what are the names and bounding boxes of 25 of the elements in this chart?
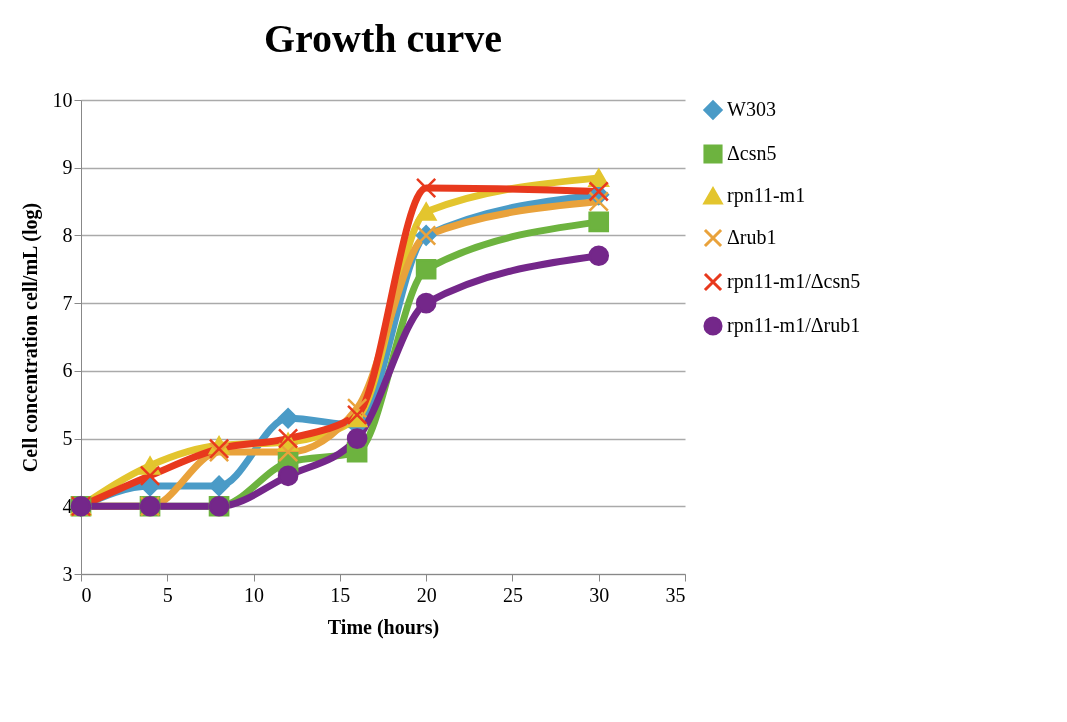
legend-label: rpn11-m1/Δcsn5 <box>727 270 861 293</box>
x-tick-label: 5 <box>162 583 173 606</box>
x-tick-label: 30 <box>589 583 610 606</box>
chart-title: Growth curve <box>263 16 503 61</box>
y-tick-label: 9 <box>62 156 73 179</box>
y-tick-label: 5 <box>62 427 73 450</box>
x-axis-title: Time (hours) <box>327 615 440 639</box>
y-tick-label: 4 <box>62 494 73 517</box>
y-tick-label: 6 <box>62 359 73 382</box>
x-tick-label: 25 <box>502 583 523 606</box>
x-tick-label: 15 <box>330 583 351 606</box>
legend-label: Δrub1 <box>727 226 777 248</box>
legend-label: rpn11-m1/Δrub1 <box>727 314 861 337</box>
legend-label: rpn11-m1 <box>727 184 806 207</box>
y-tick-label: 7 <box>62 291 73 314</box>
x-tick-label: 35 <box>665 583 686 606</box>
y-tick-label: 3 <box>62 562 73 585</box>
legend-label: Δcsn5 <box>727 142 777 164</box>
legend-label: W303 <box>727 98 776 120</box>
y-axis-title: Cell concentration cell/mL (log) <box>18 202 42 473</box>
y-tick-label: 8 <box>62 223 73 246</box>
x-tick-label: 20 <box>416 583 437 606</box>
x-tick-label: 0 <box>81 583 92 606</box>
y-tick-label: 10 <box>52 88 73 111</box>
x-tick-label: 10 <box>244 583 265 606</box>
